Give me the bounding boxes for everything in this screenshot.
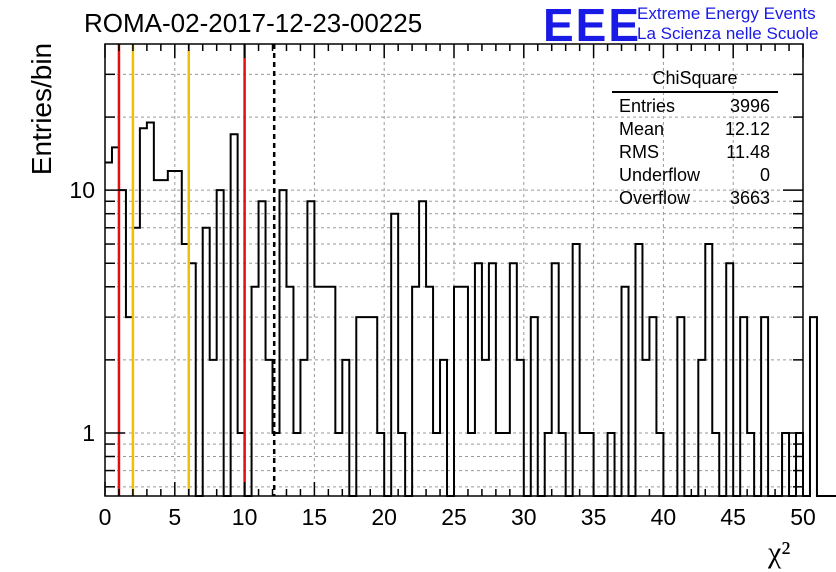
stats-value: 12.12 bbox=[724, 119, 770, 139]
stats-row-mean: Mean 12.12 bbox=[612, 118, 778, 141]
x-axis-label: χ² bbox=[768, 536, 791, 569]
y-tick-label: 10 bbox=[69, 177, 95, 203]
stats-value: 11.48 bbox=[726, 142, 770, 162]
stats-title: ChiSquare bbox=[612, 68, 778, 93]
plot-title: ROMA-02-2017-12-23-00225 bbox=[84, 8, 423, 38]
stats-row-entries: Entries 3996 bbox=[612, 95, 778, 118]
eee-logo-text: Extreme Energy Events La Scienza nelle S… bbox=[637, 4, 818, 44]
stats-box: ChiSquare Entries 3996 Mean 12.12 RMS 11.48 Un… bbox=[612, 68, 778, 210]
histogram-series bbox=[105, 121, 836, 497]
stats-value: 3663 bbox=[729, 188, 770, 208]
eee-logo: EEE bbox=[543, 0, 642, 51]
stats-row-rms: RMS 11.48 bbox=[612, 141, 778, 164]
logo-line2: La Scienza nelle Scuole bbox=[637, 24, 819, 43]
x-tick-label: 20 bbox=[371, 504, 397, 530]
logo-line1: Extreme Energy Events bbox=[637, 4, 816, 23]
x-tick-label: 45 bbox=[720, 504, 746, 530]
stats-row-overflow: Overflow 3663 bbox=[612, 187, 778, 210]
x-tick-label: 5 bbox=[168, 504, 181, 530]
x-tick-label: 50 bbox=[790, 504, 816, 530]
stats-label: Entries bbox=[619, 96, 676, 116]
y-tick-label: 1 bbox=[82, 420, 95, 446]
x-tick-label: 40 bbox=[651, 504, 677, 530]
x-tick-label: 25 bbox=[441, 504, 467, 530]
stats-value: 3996 bbox=[729, 96, 770, 116]
stats-value: 0 bbox=[759, 165, 770, 185]
x-tick-label: 10 bbox=[232, 504, 258, 530]
stats-label: RMS bbox=[619, 142, 659, 162]
stats-label: Underflow bbox=[619, 165, 701, 185]
x-tick-label: 35 bbox=[581, 504, 607, 530]
x-tick-label: 30 bbox=[511, 504, 537, 530]
stats-label: Overflow bbox=[619, 188, 691, 208]
x-tick-label: 0 bbox=[99, 504, 112, 530]
x-tick-label: 15 bbox=[302, 504, 328, 530]
stats-row-underflow: Underflow 0 bbox=[612, 164, 778, 187]
stats-label: Mean bbox=[619, 119, 665, 139]
